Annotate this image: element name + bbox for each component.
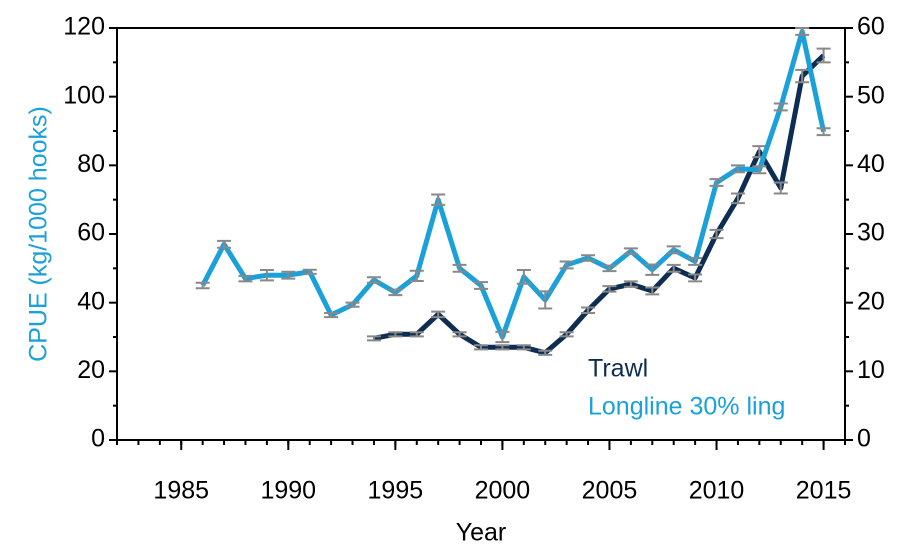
plot-frame [116,27,846,441]
error-bar [666,245,681,255]
error-bar [773,102,788,112]
error-bar [666,263,681,273]
error-bar [688,273,703,283]
y-tick-label: 0 [91,425,105,453]
error-bar [538,290,553,310]
error-bar [538,349,553,356]
error-bar [409,331,424,338]
error-bar [559,260,574,270]
error-bar [752,165,767,175]
y-tick-label: 100 [63,81,105,109]
error-bar [431,193,446,206]
error-bar [795,68,810,84]
error-bar [516,344,531,351]
error-bar [238,274,253,283]
error-bar [345,301,360,308]
error-bar [645,286,660,296]
error-bar [388,331,403,338]
error-bar [581,306,596,314]
error-bar [581,254,596,262]
error-bar [623,280,638,288]
x-tick-label: 1990 [260,477,316,505]
error-bar [773,181,788,195]
error-bar [366,335,381,342]
error-bar [259,269,274,282]
series-line [200,28,827,340]
error-bar [730,164,745,174]
error-bar [495,330,510,344]
y-tick-label: 60 [77,219,105,247]
error-bar [795,27,810,36]
y2-tick-label: 50 [857,81,885,109]
y-tick-label: 120 [63,13,105,41]
error-bar [709,228,724,240]
error-bar [602,285,617,293]
y2-tick-label: 30 [857,219,885,247]
error-bar [431,310,446,319]
error-bar [816,127,831,137]
error-bar [452,331,467,338]
y2-tick-label: 10 [857,356,885,384]
error-bar [623,247,638,255]
error-bar [324,311,339,319]
error-bar [217,239,232,249]
error-bar [602,264,617,273]
error-bar [474,281,488,290]
error-bar [195,281,210,290]
error-bar [474,344,488,351]
error-bar [366,276,381,284]
x-axis-label: Year [456,519,507,546]
y2-tick-label: 20 [857,287,885,315]
error-bar [388,288,403,297]
x-tick-label: 2005 [582,477,638,505]
y2-tick-label: 0 [857,425,871,453]
y-tick-label: 80 [77,150,105,178]
x-tick-label: 1985 [153,477,209,505]
error-bar [495,344,510,351]
x-tick-label: 2010 [689,477,745,505]
y2-tick-label: 40 [857,150,885,178]
y-tick-label: 40 [77,287,105,315]
error-bar [516,269,531,285]
series-line [373,53,826,356]
error-bar [645,263,660,276]
x-tick-label: 1995 [368,477,424,505]
error-bar [281,270,296,280]
y2-tick-label: 60 [857,13,885,41]
error-bar [688,257,703,266]
error-bar [816,47,831,64]
legend-entry: Trawl [588,355,648,383]
x-tick-label: 2015 [796,477,852,505]
error-bar [730,192,745,205]
error-bar [409,269,424,283]
error-bar [302,268,317,275]
y-tick-label: 20 [77,356,105,384]
error-bar [559,331,574,338]
x-tick-label: 2000 [475,477,531,505]
y-axis-label: CPUE (kg/1000 hooks) [25,106,53,362]
legend-entry: Longline 30% ling [588,393,785,421]
error-bar [452,263,467,273]
error-bar [709,178,724,187]
